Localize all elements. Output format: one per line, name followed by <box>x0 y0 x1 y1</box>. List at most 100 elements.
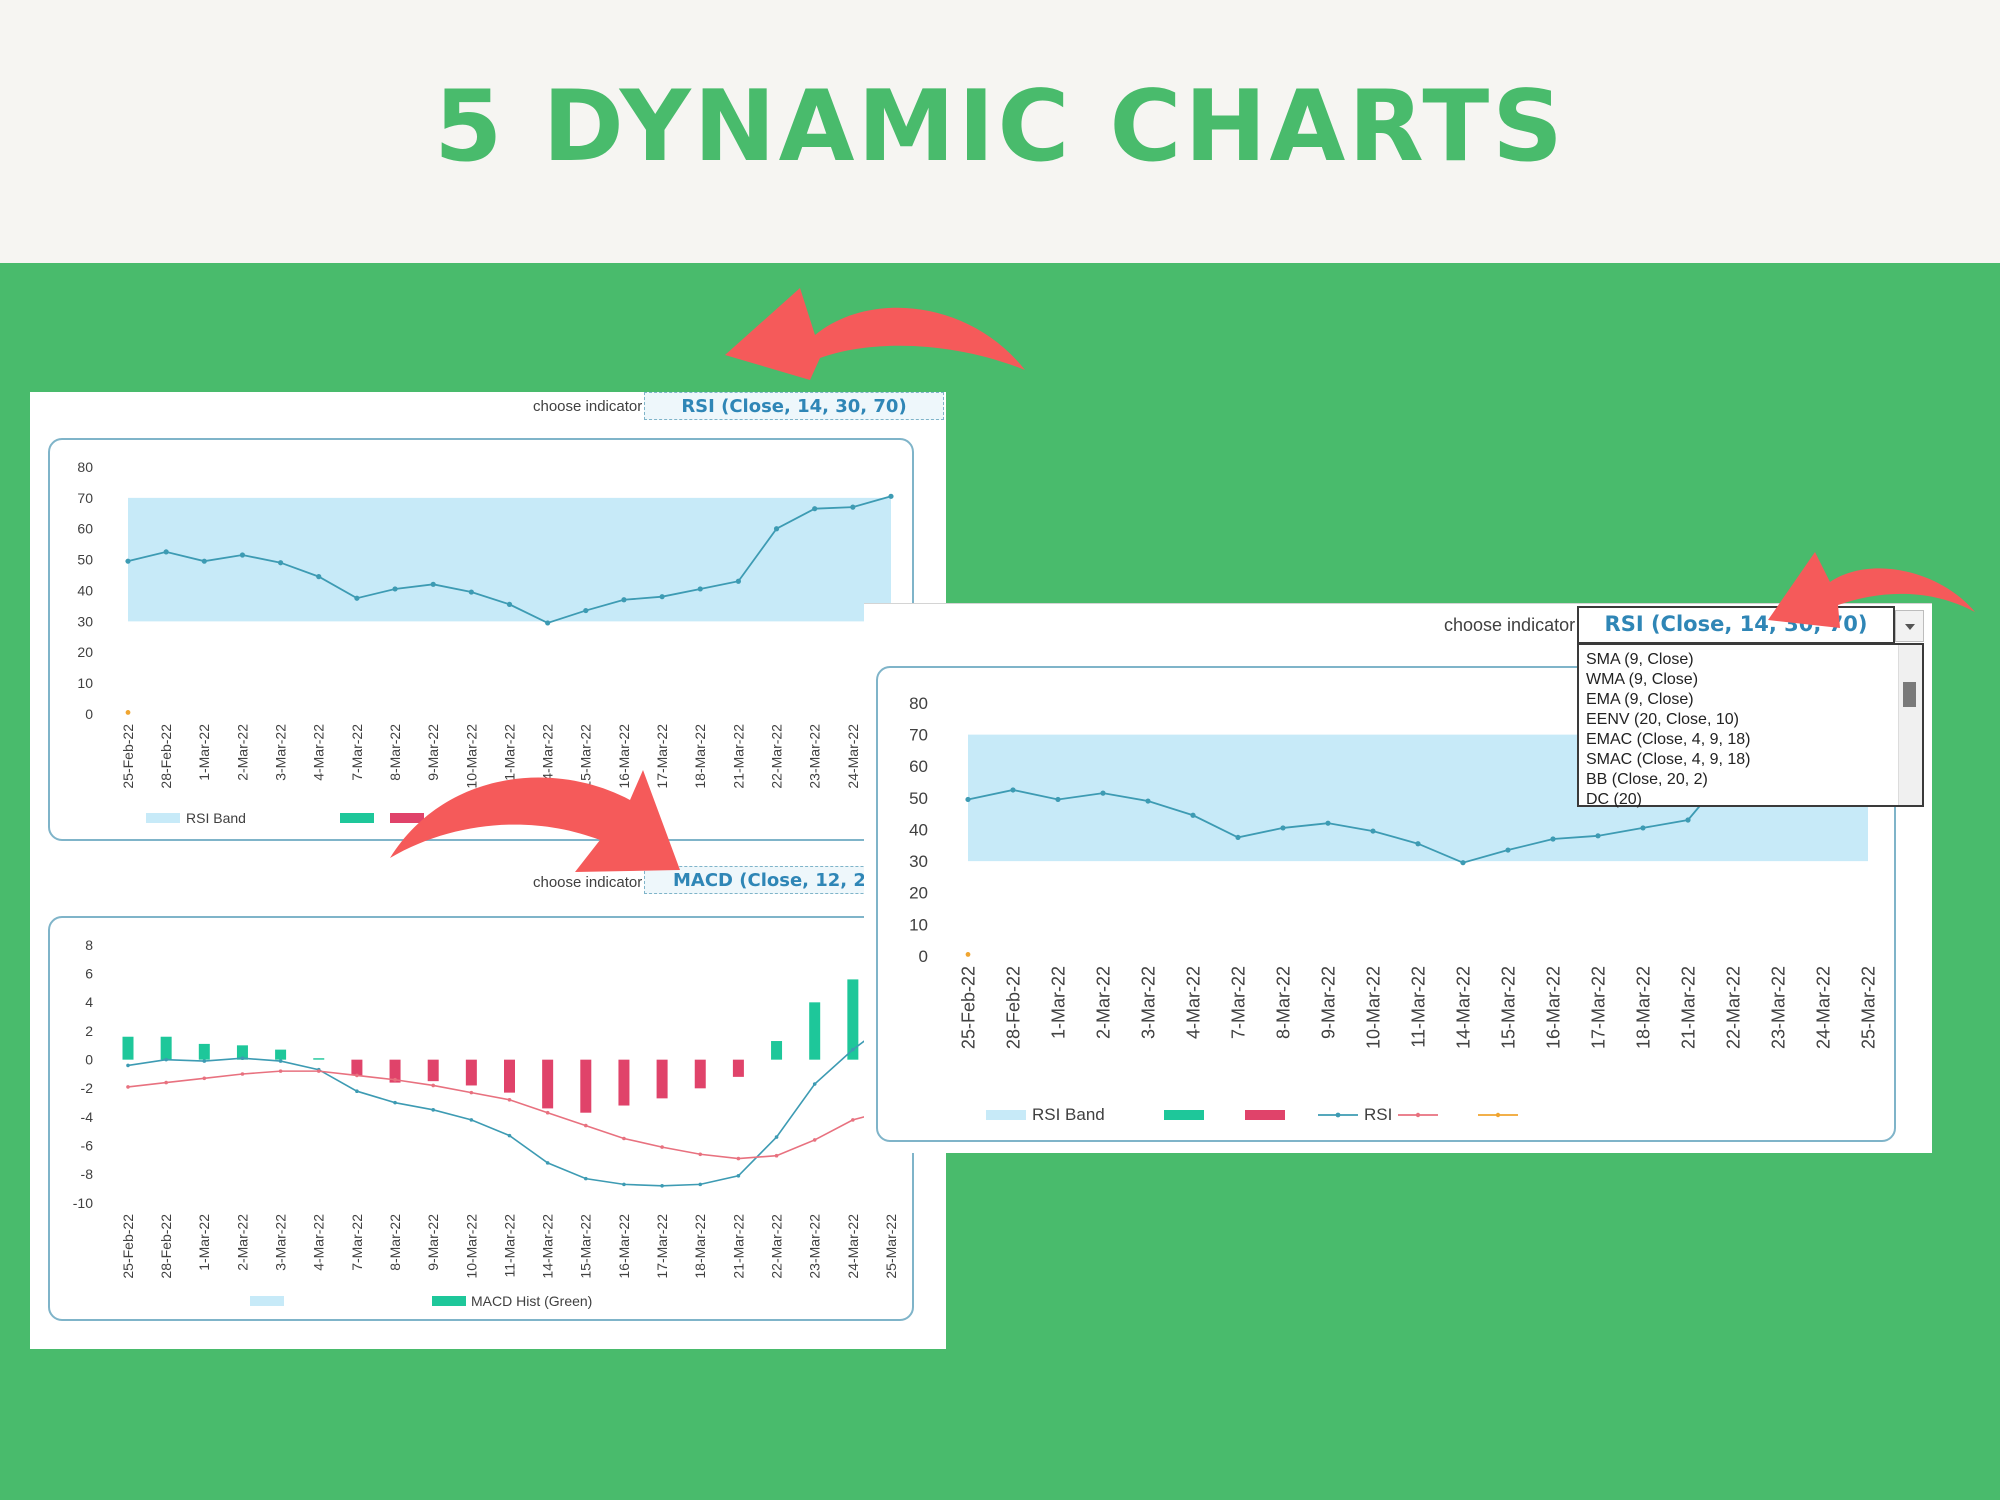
x-tick-label: 28-Feb-22 <box>1003 966 1023 1049</box>
rsi-point <box>1325 820 1331 826</box>
x-tick-label: 21-Mar-22 <box>1678 966 1698 1049</box>
rsi-point <box>1010 787 1016 793</box>
signal-point <box>584 1123 588 1128</box>
rsi-point <box>125 558 131 564</box>
macd-hist-bar-red <box>732 1059 744 1077</box>
x-tick-label: 4-Mar-22 <box>311 724 327 781</box>
macd-hist-bar-green <box>198 1043 210 1060</box>
x-tick-label: 1-Mar-22 <box>196 724 212 781</box>
x-tick-label: 2-Mar-22 <box>234 724 250 781</box>
rsi-point <box>468 589 474 595</box>
dropdown-option[interactable]: EMAC (Close, 4, 9, 18) <box>1586 731 1751 748</box>
indicator-select-top[interactable]: RSI (Close, 14, 30, 70) <box>644 392 944 420</box>
y-tick-label: 40 <box>909 820 928 839</box>
signal-point <box>202 1076 207 1081</box>
macd-point <box>851 1047 855 1052</box>
y-tick-label: 70 <box>77 490 93 506</box>
signal-point <box>660 1145 664 1149</box>
dropdown-option[interactable]: WMA (9, Close) <box>1586 671 1699 688</box>
x-tick-label: 1-Mar-22 <box>196 1214 212 1271</box>
x-tick-label: 11-Mar-22 <box>501 1214 517 1278</box>
macd-point <box>240 1056 245 1061</box>
rsi-point <box>697 586 703 592</box>
rsi-point <box>201 558 207 564</box>
x-tick-label: 28-Feb-22 <box>158 1214 174 1279</box>
x-tick-label: 25-Feb-22 <box>120 724 136 789</box>
macd-point <box>622 1182 626 1187</box>
macd-chart-left: -10 -8 -6 -4 -2 0 2 4 6 8 25-Feb-22 28-Feb-22 1-Mar-… <box>73 937 899 1309</box>
macd-point <box>393 1100 397 1105</box>
rsi-point <box>545 620 551 626</box>
signal-point <box>469 1090 474 1095</box>
x-tick-label: 2-Mar-22 <box>1093 966 1113 1039</box>
rsi-point <box>965 796 971 803</box>
x-tick-label: 21-Mar-22 <box>730 1214 746 1279</box>
rsi-point <box>583 607 589 614</box>
x-tick-label: 23-Mar-22 <box>1768 966 1788 1049</box>
rsi-chart-left: 0 10 20 30 40 50 60 70 80 25-Feb-22 28-Feb-22 1-Mar… <box>77 459 898 826</box>
red-arrow-shape <box>1768 552 1975 628</box>
signal-point <box>774 1153 779 1158</box>
x-tick-label: 3-Mar-22 <box>273 1214 289 1271</box>
x-tick-label: 16-Mar-22 <box>616 1214 632 1279</box>
macd-point <box>812 1082 817 1086</box>
y-tick-label: 10 <box>909 915 928 934</box>
x-tick-label: 17-Mar-22 <box>654 724 670 789</box>
dropdown-option[interactable]: SMA (9, Close) <box>1586 651 1694 668</box>
x-tick-label: 22-Mar-22 <box>768 1214 784 1279</box>
x-tick-label: 14-Mar-22 <box>1453 966 1473 1049</box>
red-arrow-icon <box>1768 552 1975 628</box>
dropdown-option[interactable]: DC (20) <box>1586 791 1643 808</box>
macd-point <box>736 1173 741 1178</box>
x-tick-label: 22-Mar-22 <box>1723 966 1743 1049</box>
dropdown-scrollbar[interactable] <box>1898 645 1922 805</box>
rsi-point <box>278 560 284 566</box>
x-tick-label: 11-Mar-22 <box>1408 966 1428 1048</box>
x-tick-label: 2-Mar-22 <box>234 1214 250 1271</box>
red-arrow-shape <box>725 288 1025 380</box>
x-tick-label: 22-Mar-22 <box>768 724 784 789</box>
macd-point <box>507 1133 512 1138</box>
x-tick-label: 16-Mar-22 <box>1543 966 1563 1049</box>
x-tick-label: 11-Mar-22 <box>501 724 517 788</box>
y-tick-label: -2 <box>81 1080 94 1096</box>
dropdown-option[interactable]: EMA (9, Close) <box>1586 691 1694 708</box>
chevron-down-icon <box>1905 624 1915 630</box>
x-tick-label: 15-Mar-22 <box>1498 966 1518 1049</box>
dropdown-option[interactable]: SMAC (Close, 4, 9, 18) <box>1586 751 1751 768</box>
legend-marker-rsi <box>1335 1112 1341 1118</box>
y-tick-label: 30 <box>909 852 928 871</box>
x-tick-label: 1-Mar-22 <box>1048 966 1068 1039</box>
signal-point <box>851 1118 855 1122</box>
signal-point <box>507 1098 512 1102</box>
x-tick-label: 25-Feb-22 <box>958 966 978 1049</box>
dropdown-option[interactable]: EENV (20, Close, 10) <box>1586 711 1739 728</box>
rsi-chart-right: 0 10 20 30 40 50 60 70 80 25-Feb-22 28-Feb-22 1-Mar… <box>909 694 1878 1124</box>
x-tick-label: 25-Feb-22 <box>120 1214 136 1279</box>
signal-point <box>622 1136 626 1141</box>
macd-hist-bar-green <box>160 1036 172 1060</box>
dropdown-toggle-button[interactable] <box>1895 610 1924 642</box>
x-tick-label: 7-Mar-22 <box>1228 966 1248 1039</box>
x-tick-label: 23-Mar-22 <box>807 724 823 789</box>
x-tick-label: 4-Mar-22 <box>311 1214 327 1271</box>
choose-indicator-label-right: choose indicator <box>1444 615 1576 635</box>
macd-hist-bar-red <box>465 1059 477 1086</box>
rsi-point <box>735 578 742 584</box>
indicator-dropdown-list[interactable]: SMA (9, Close) WMA (9, Close) EMA (9, Cl… <box>1577 643 1924 808</box>
x-tick-label: 16-Mar-22 <box>616 724 632 789</box>
scrollbar-thumb[interactable] <box>1903 682 1916 707</box>
choose-indicator-label-bottom: choose indicator <box>533 874 643 891</box>
x-tick-label: 8-Mar-22 <box>1273 966 1293 1039</box>
dropdown-option[interactable]: BB (Close, 20, 2) <box>1586 771 1708 788</box>
macd-point <box>584 1176 588 1181</box>
y-tick-label: 0 <box>85 706 93 722</box>
signal-point <box>698 1152 703 1157</box>
macd-hist-bar-red <box>580 1059 592 1113</box>
x-tick-label: 28-Feb-22 <box>158 724 174 789</box>
macd-point <box>202 1059 207 1063</box>
macd-point <box>469 1118 474 1122</box>
signal-point <box>355 1073 359 1078</box>
x-tick-label: 24-Mar-22 <box>845 724 861 789</box>
macd-hist-bar-red <box>427 1059 439 1082</box>
